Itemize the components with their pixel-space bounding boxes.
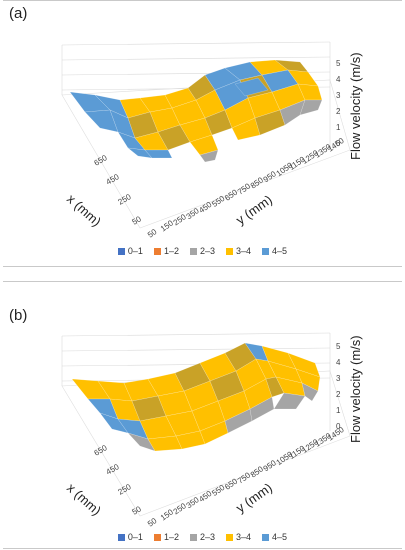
legend-item: 3–4 [226, 246, 251, 256]
z-tick-4: 4 [336, 358, 341, 367]
legend-swatch [189, 247, 197, 255]
legend-swatch [226, 247, 234, 255]
z-tick-5: 5 [336, 59, 341, 68]
legend-label: 4–5 [272, 246, 288, 256]
panel-bottom-border [3, 266, 402, 267]
surface-mesh-b [71, 342, 321, 452]
z-tick-2: 2 [336, 390, 341, 399]
x-tick: 450 [105, 462, 122, 477]
z-tick-1: 1 [336, 406, 341, 415]
x-tick: 50 [131, 214, 144, 227]
legend-swatch [189, 533, 197, 541]
y-axis-title: y (mm) [233, 480, 275, 515]
z-axis-title: Flow velocity (m/s) [348, 52, 363, 160]
legend: 0–1 1–2 2–3 3–4 4–5 [0, 532, 405, 542]
legend-item: 4–5 [262, 246, 287, 256]
panel-top-border [3, 281, 402, 282]
panel-top-border [3, 0, 402, 1]
y-axis-title: y (mm) [233, 192, 275, 227]
z-tick-4: 4 [336, 75, 341, 84]
z-tick-0: 0 [336, 422, 341, 431]
legend-item: 2–3 [189, 246, 216, 256]
legend-swatch [262, 247, 270, 255]
legend-label: 2–3 [199, 532, 216, 542]
legend-label: 0–1 [127, 246, 143, 256]
x-tick: 650 [93, 443, 110, 458]
x-axis-title: x (mm) [64, 480, 104, 518]
legend-label: 1–2 [163, 532, 179, 542]
legend-swatch [117, 533, 125, 541]
y-tick: 1450 [326, 425, 346, 443]
z-tick-0: 0 [336, 139, 341, 148]
x-tick: 450 [105, 172, 122, 187]
x-tick: 50 [131, 504, 144, 517]
legend-item: 1–2 [153, 246, 179, 256]
z-tick-3: 3 [336, 91, 341, 100]
chart-panel-a: (a) [0, 0, 405, 270]
legend-swatch [153, 533, 161, 541]
y-tick: 50 [146, 227, 159, 240]
z-axis-title: Flow velocity (m/s) [348, 335, 363, 443]
legend-item: 0–1 [117, 246, 143, 256]
legend-item: 1–2 [153, 532, 179, 542]
x-tick: 250 [117, 192, 134, 207]
surface-mesh-a [69, 59, 323, 163]
surface-chart-a: 0 1 2 3 4 5 Flow velocity (m/s) 650 450 … [61, 41, 363, 240]
z-tick-5: 5 [336, 342, 341, 351]
z-tick-3: 3 [336, 374, 341, 383]
legend-item: 0–1 [117, 532, 143, 542]
legend-item: 4–5 [262, 532, 287, 542]
panel-label: (a) [9, 5, 28, 22]
surface-chart-b: 0 1 2 3 4 5 Flow velocity (m/s) 650 450 … [61, 332, 363, 529]
x-tick: 250 [117, 482, 134, 497]
z-axis-ticks: 0 1 2 3 4 5 [336, 59, 341, 148]
legend-label: 1–2 [163, 246, 179, 256]
y-tick: 1450 [326, 136, 346, 154]
legend-item: 2–3 [189, 532, 216, 542]
legend-label: 4–5 [272, 532, 288, 542]
legend-item: 3–4 [226, 532, 251, 542]
panel-bottom-border [3, 548, 402, 549]
legend-swatch [153, 247, 161, 255]
legend-swatch [226, 533, 234, 541]
x-tick: 650 [93, 153, 110, 168]
z-axis-ticks: 0 1 2 3 4 5 [336, 342, 341, 431]
x-axis-title: x (mm) [64, 191, 104, 229]
legend-label: 2–3 [199, 246, 216, 256]
legend-swatch [262, 533, 270, 541]
panel-label: (b) [9, 307, 28, 324]
legend-label: 3–4 [236, 246, 252, 256]
legend: 0–1 1–2 2–3 3–4 4–5 [0, 246, 405, 256]
legend-label: 3–4 [236, 532, 252, 542]
chart-panel-b: (b) [0, 281, 405, 550]
y-tick: 50 [146, 516, 159, 529]
legend-label: 0–1 [127, 532, 143, 542]
z-tick-2: 2 [336, 107, 341, 116]
legend-swatch [117, 247, 125, 255]
z-tick-1: 1 [336, 123, 341, 132]
